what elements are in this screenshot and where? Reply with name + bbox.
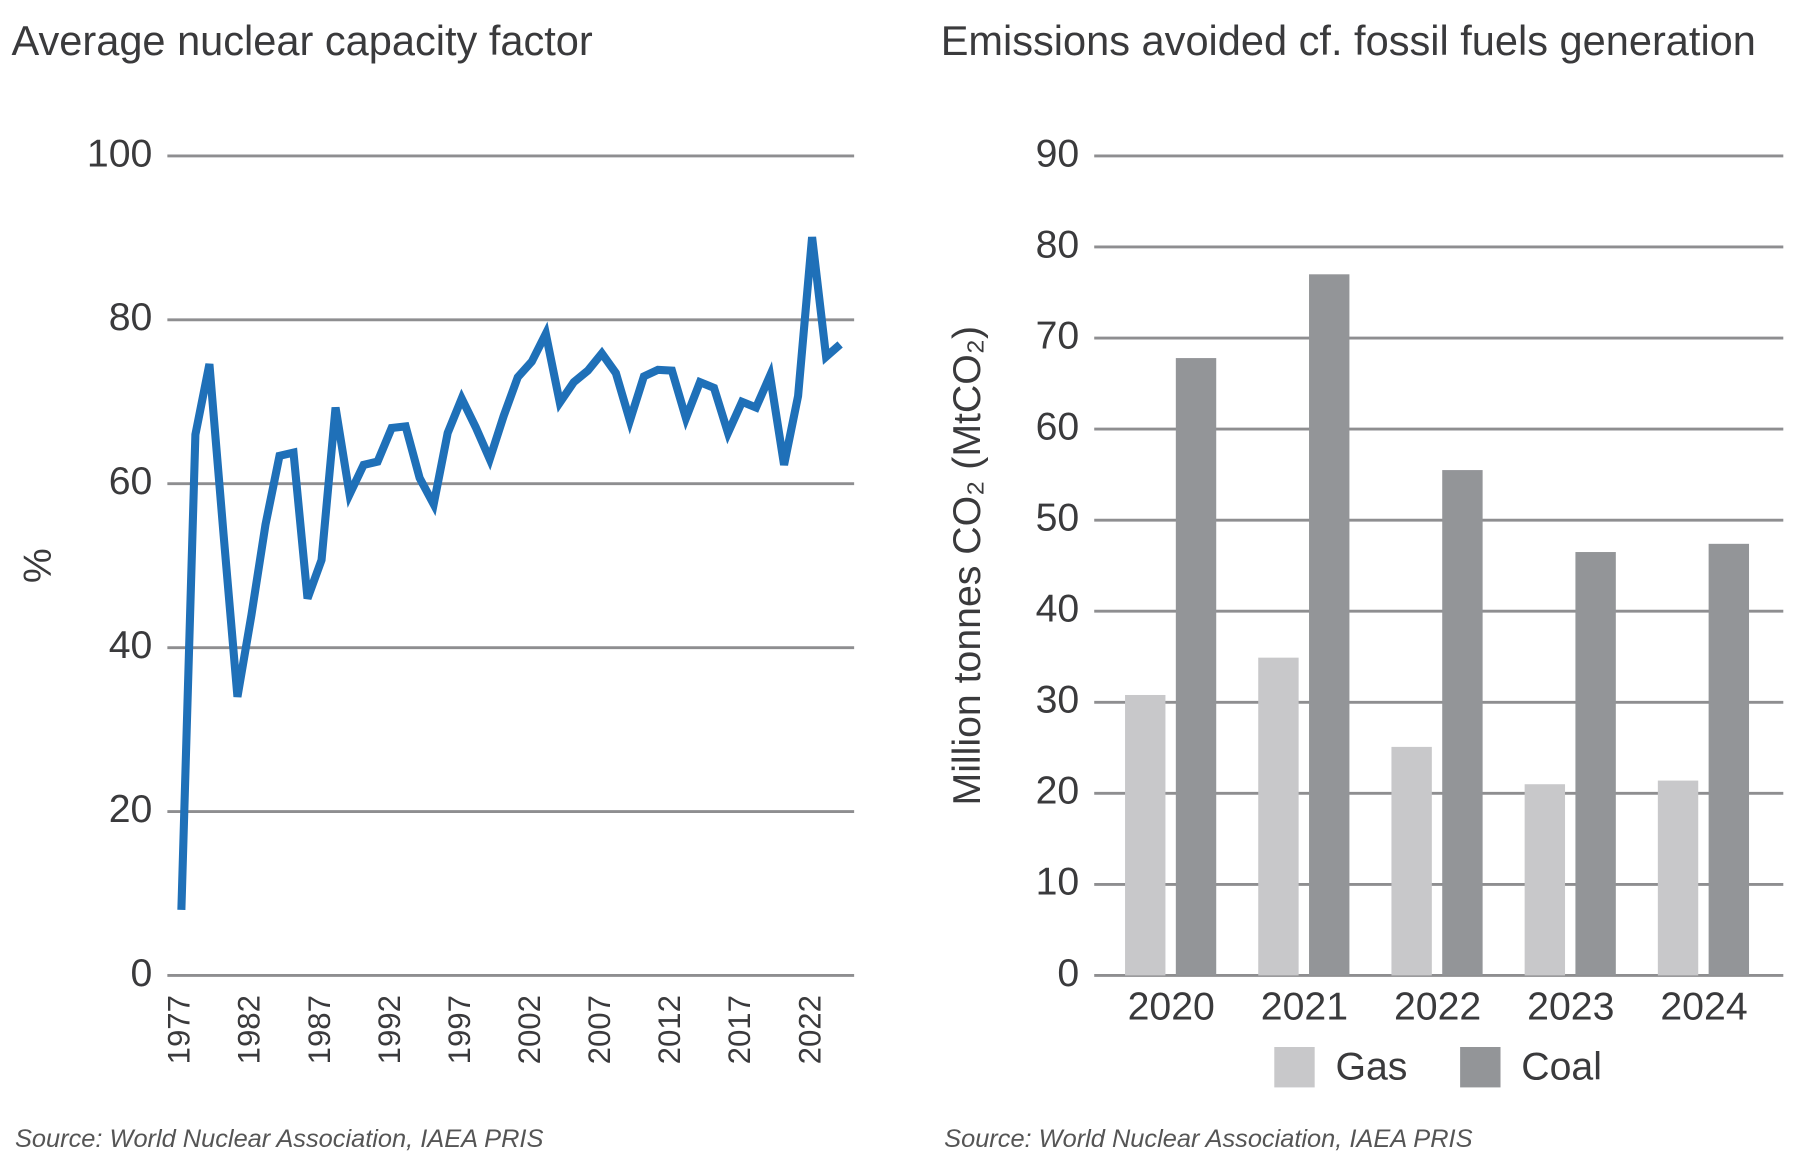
source-note: Source: World Nuclear Association, IAEA … [15,1125,543,1153]
y-tick-label: 30 [1036,678,1080,722]
y-tick-label: 60 [109,459,153,503]
source-note: Source: World Nuclear Association, IAEA … [944,1125,1472,1153]
y-tick-label: 0 [131,951,153,995]
bar [1391,746,1432,976]
legend-swatch [1460,1047,1501,1088]
y-tick-label: 60 [1036,404,1080,448]
y-axis-label: Million tonnes CO₂ (MtCO₂) [945,326,989,806]
y-tick-label: 80 [1036,222,1080,266]
x-tick-label: 2012 [652,995,687,1064]
bar [1524,784,1566,976]
bar [1442,470,1483,976]
line-series [177,236,843,911]
x-tick-label: 2022 [792,995,827,1064]
y-tick-label: 20 [1036,769,1080,813]
bar [1258,657,1299,976]
bar [1309,274,1350,976]
y-tick-label: 50 [1036,496,1080,540]
x-tick-label: 2023 [1527,984,1614,1028]
bar [1125,694,1166,976]
y-tick-label: 90 [1036,131,1080,175]
x-tick-label: 2022 [1394,984,1481,1028]
x-tick-label: 2002 [512,995,547,1064]
x-tick-label: 2020 [1128,984,1215,1028]
y-tick-label: 0 [1057,951,1079,995]
bar [1175,358,1217,976]
y-axis-label: % [16,548,60,583]
chart-title: Emissions avoided cf. fossil fuels gener… [941,17,1756,64]
y-tick-label: 70 [1036,313,1080,357]
y-tick-label: 80 [109,295,153,339]
x-tick-label: 1982 [232,995,267,1064]
bar [1708,543,1750,976]
y-tick-label: 10 [1036,860,1080,904]
bar [1657,780,1699,976]
legend-label: Gas [1335,1044,1407,1088]
legend-swatch [1274,1047,1315,1088]
x-tick-label: 1997 [442,995,477,1064]
x-tick-label: 1992 [372,995,407,1064]
y-tick-label: 20 [109,787,153,831]
y-tick-label: 40 [109,623,153,667]
y-tick-label: 100 [87,131,152,175]
x-tick-label: 1987 [302,995,337,1064]
x-tick-label: 2024 [1660,984,1747,1028]
x-tick-label: 1977 [162,995,197,1064]
bar [1575,552,1616,976]
x-tick-label: 2007 [582,995,617,1064]
y-tick-label: 40 [1036,587,1080,631]
x-tick-label: 2021 [1261,984,1348,1028]
chart-title: Average nuclear capacity factor [12,17,593,64]
legend-label: Coal [1521,1044,1602,1088]
x-tick-label: 2017 [722,995,757,1064]
